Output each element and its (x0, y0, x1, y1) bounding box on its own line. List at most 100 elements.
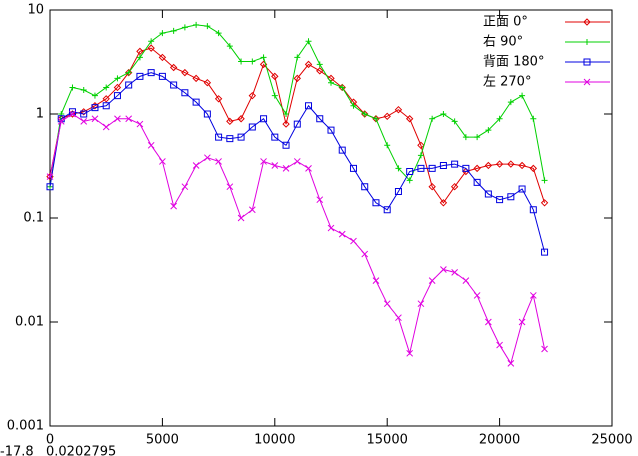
point (91, 115, 99, 123)
point (372, 199, 380, 207)
point (237, 214, 245, 222)
y-tick-label: 0.001 (7, 419, 44, 434)
point (328, 79, 334, 86)
point (203, 110, 211, 118)
point (327, 224, 335, 232)
point (136, 54, 143, 61)
x-tick-label: 10000 (254, 433, 295, 448)
point (462, 134, 469, 141)
point (485, 127, 492, 134)
point (125, 81, 133, 89)
point (226, 117, 234, 126)
point (46, 173, 54, 180)
point (383, 206, 391, 214)
point (372, 277, 380, 284)
point (462, 164, 470, 172)
point (248, 91, 257, 100)
point (384, 142, 391, 149)
legend-label: 正面 0° (483, 15, 528, 30)
point (148, 38, 155, 45)
point (170, 202, 177, 210)
point (417, 300, 425, 308)
point (451, 118, 458, 125)
point (350, 102, 357, 109)
status-x: -17.8 (0, 445, 34, 456)
legend-label: 背面 180° (483, 55, 544, 70)
point (496, 341, 503, 349)
point (316, 115, 324, 123)
point (439, 161, 447, 169)
y-tick-label: 0.01 (15, 315, 44, 330)
point (518, 161, 526, 170)
point (181, 24, 188, 31)
point (462, 277, 470, 284)
point (215, 158, 222, 165)
point (69, 84, 76, 91)
point (361, 250, 369, 258)
point (203, 78, 212, 87)
point (583, 58, 591, 66)
point (113, 92, 121, 100)
point (339, 84, 346, 91)
point (159, 30, 166, 37)
point (529, 164, 538, 173)
legend-label: 右 90° (483, 35, 523, 50)
x-tick-label: 20000 (479, 433, 520, 448)
point (283, 111, 290, 117)
point (361, 183, 369, 191)
point (327, 126, 335, 134)
point (316, 196, 324, 204)
point (484, 190, 492, 198)
point (169, 63, 178, 72)
point (540, 199, 549, 207)
point (102, 95, 110, 103)
point (158, 53, 167, 62)
point (147, 141, 155, 149)
point (583, 78, 591, 86)
x-tick-label: 25000 (591, 433, 632, 448)
x-tick-label: 15000 (367, 433, 408, 448)
point (170, 27, 177, 34)
point (271, 72, 279, 81)
y-tick-label: 0.1 (23, 211, 44, 226)
point (226, 183, 234, 191)
point (473, 164, 481, 173)
point (226, 135, 234, 143)
point (450, 182, 459, 191)
point (181, 89, 189, 97)
point (136, 120, 144, 128)
point (530, 115, 537, 122)
point (204, 154, 211, 162)
point (474, 134, 481, 141)
point (91, 92, 98, 99)
point (349, 164, 357, 172)
point (484, 161, 493, 170)
point (428, 164, 436, 172)
point (584, 39, 590, 45)
point (136, 47, 144, 56)
point (495, 160, 504, 168)
point (541, 177, 548, 184)
point (541, 345, 548, 353)
point (293, 158, 301, 165)
legend-label: 左 270° (483, 75, 531, 90)
point (125, 115, 133, 123)
point (80, 87, 87, 94)
point (260, 115, 268, 123)
point (294, 54, 301, 61)
point (192, 98, 200, 106)
point (451, 160, 459, 168)
point (114, 115, 121, 123)
status-y: 0.0202795 (46, 445, 116, 456)
point (383, 300, 391, 308)
point (383, 112, 391, 121)
point (271, 162, 279, 169)
point (406, 167, 414, 175)
point (496, 115, 503, 122)
series-line (49, 113, 546, 365)
point (147, 44, 155, 52)
point (237, 115, 245, 123)
point (518, 318, 526, 326)
x-tick-label: 5000 (146, 433, 179, 448)
